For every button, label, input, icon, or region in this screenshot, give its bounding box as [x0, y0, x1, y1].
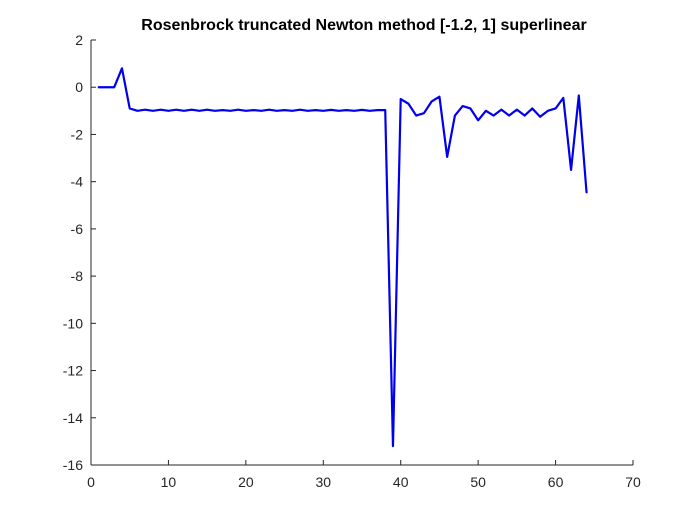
y-tick-label: -4 — [71, 174, 84, 190]
y-tick-labels: 2 0 -2 -4 -6 -8 -10 -12 -14 -16 — [63, 32, 83, 473]
y-tick-label: -2 — [71, 126, 84, 142]
chart-title: Rosenbrock truncated Newton method [-1.2… — [141, 17, 586, 34]
x-tick-label: 0 — [87, 474, 95, 490]
y-tick-label: 2 — [75, 32, 83, 48]
x-tick-label: 30 — [315, 474, 331, 490]
axes — [90, 40, 633, 466]
y-tick-label: 0 — [75, 79, 83, 95]
y-tick-label: -12 — [63, 363, 83, 379]
x-tick-label: 40 — [393, 474, 409, 490]
series-layer — [97, 67, 588, 448]
x-tick-labels: 0 10 20 30 40 50 60 70 — [87, 474, 641, 490]
y-tick-label: -8 — [71, 268, 84, 284]
y-tick-label: -6 — [71, 221, 84, 237]
plot-area — [91, 40, 633, 465]
series-line — [97, 67, 588, 448]
y-tick-label: -10 — [63, 315, 83, 331]
tick-marks — [90, 39, 634, 466]
x-tick-label: 70 — [625, 474, 641, 490]
x-tick-label: 20 — [238, 474, 254, 490]
y-tick-label: -14 — [63, 410, 83, 426]
x-tick-label: 10 — [161, 474, 177, 490]
x-tick-label: 60 — [548, 474, 564, 490]
y-tick-label: -16 — [63, 457, 83, 473]
x-tick-label: 50 — [470, 474, 486, 490]
